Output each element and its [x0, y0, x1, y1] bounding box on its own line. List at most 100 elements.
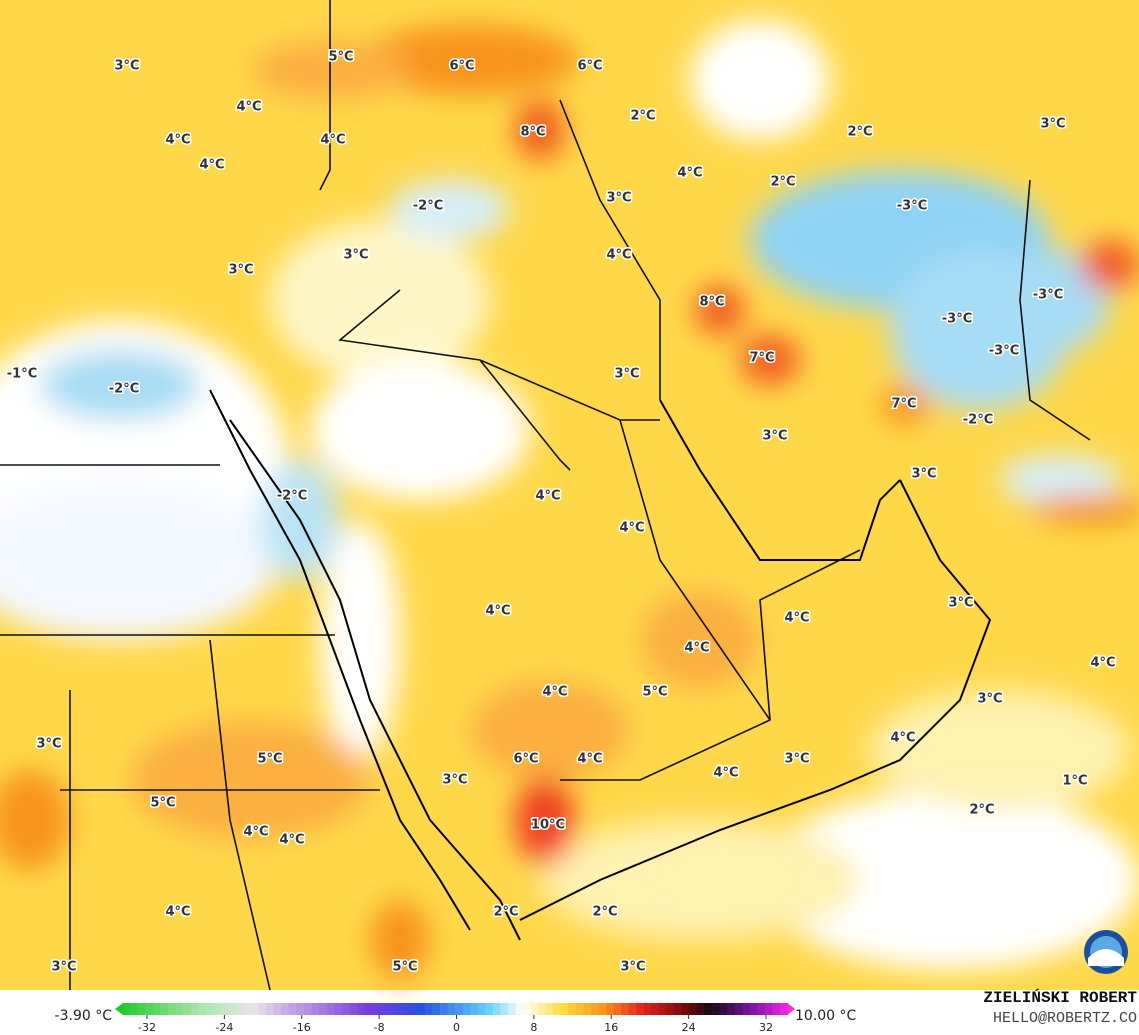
temperature-label: 3°C	[114, 59, 139, 74]
colorbar-segment	[266, 1003, 275, 1015]
colorbar-segment	[674, 1003, 683, 1015]
temperature-label: 4°C	[165, 133, 190, 148]
coastlines	[209, 389, 992, 941]
colorbar-segment	[575, 1003, 584, 1015]
colorbar-segment	[719, 1003, 728, 1015]
temperature-label: -2°C	[109, 382, 139, 397]
colorbar-segment	[417, 1003, 426, 1015]
colorbar-segment	[545, 1003, 554, 1015]
temperature-label: 4°C	[236, 100, 261, 115]
colorbar-segment	[205, 1003, 214, 1015]
colorbar-segment	[711, 1003, 720, 1015]
colorbar-segment	[500, 1003, 509, 1015]
temperature-label: 4°C	[713, 766, 738, 781]
colorbar-segment	[424, 1003, 433, 1015]
temperature-label: 4°C	[165, 905, 190, 920]
temperature-label: 6°C	[449, 59, 474, 74]
colorbar-segment	[659, 1003, 668, 1015]
colorbar-segment	[341, 1003, 350, 1015]
colorbar-segment	[507, 1003, 516, 1015]
colorbar-segment	[470, 1003, 479, 1015]
colorbar-segment	[583, 1003, 592, 1015]
colorbar-segment	[175, 1003, 184, 1015]
colorbar-segment	[757, 1003, 766, 1015]
colorbar-segment	[749, 1003, 758, 1015]
temperature-label: 3°C	[784, 752, 809, 767]
temperature-label: 4°C	[1090, 656, 1115, 671]
noaa-logo	[1084, 930, 1128, 974]
colorbar-segment	[432, 1003, 441, 1015]
colorbar-segment	[137, 1003, 146, 1015]
temperature-label: 4°C	[577, 752, 602, 767]
colorbar-segment	[409, 1003, 418, 1015]
author: ZIELIŃSKI ROBERT	[983, 988, 1137, 1007]
temperature-label: 6°C	[513, 752, 538, 767]
colorbar-tick-label: 32	[759, 1021, 773, 1034]
temperature-label: 4°C	[535, 489, 560, 504]
colorbar-segment	[228, 1003, 237, 1015]
colorbar-segment	[167, 1003, 176, 1015]
colorbar-tick-label: -8	[374, 1021, 385, 1034]
colorbar-segment	[681, 1003, 690, 1015]
colorbar-segment	[530, 1003, 539, 1015]
temperature-label: 3°C	[977, 692, 1002, 707]
colorbar-segment	[613, 1003, 622, 1015]
colorbar-tick-label: 24	[682, 1021, 696, 1034]
colorbar-segment	[439, 1003, 448, 1015]
borders	[0, 0, 1091, 991]
map: 3°C 5°C 6°C 6°C 4°C 8°C 2°C 2°C 3°C 4°C 4°C 4°C 4°C 2…	[0, 0, 1139, 991]
colorbar-segment	[772, 1003, 781, 1015]
temperature-label: 3°C	[620, 960, 645, 975]
colorbar-tick-label: 8	[530, 1021, 537, 1034]
temperature-label: 5°C	[328, 50, 353, 65]
temperature-label: 3°C	[228, 263, 253, 278]
colorbar-segment	[220, 1003, 229, 1015]
colorbar-segment	[764, 1003, 773, 1015]
temperature-label: 7°C	[749, 351, 774, 366]
temperature-label: -3°C	[897, 199, 927, 214]
colorbar-segment	[243, 1003, 252, 1015]
temperature-label: 4°C	[542, 685, 567, 700]
temperature-label: 3°C	[36, 737, 61, 752]
colorbar-segment	[364, 1003, 373, 1015]
colorbar-segment	[288, 1003, 297, 1015]
temperature-label: 4°C	[279, 833, 304, 848]
temperature-label: 4°C	[784, 611, 809, 626]
temperature-label: -3°C	[989, 344, 1019, 359]
colorbar-segment	[326, 1003, 335, 1015]
colorbar-segment	[311, 1003, 320, 1015]
temperature-label: 4°C	[677, 166, 702, 181]
colorbar-segment	[598, 1003, 607, 1015]
colorbar-segment	[651, 1003, 660, 1015]
colorbar-segment	[394, 1003, 403, 1015]
colorbar-segment	[523, 1003, 532, 1015]
colorbar-segment	[303, 1003, 312, 1015]
colorbar-end	[115, 1003, 124, 1015]
temperature-label: -2°C	[963, 413, 993, 428]
temperature-label: 3°C	[762, 429, 787, 444]
colorbar-segment	[198, 1003, 207, 1015]
colorbar: -32 -24 -16 -8 0 8 16 24 32 -3.90 °C 10.00 °C	[55, 1003, 857, 1034]
colorbar-segment	[130, 1003, 139, 1015]
temperature-label: 2°C	[630, 109, 655, 124]
colorbar-tick-label: -32	[138, 1021, 156, 1034]
temperature-label: 4°C	[243, 825, 268, 840]
colorbar-segment	[643, 1003, 652, 1015]
temperature-label: 8°C	[699, 295, 724, 310]
temperature-label: 2°C	[969, 803, 994, 818]
temperature-label: 3°C	[614, 367, 639, 382]
colorbar-segment	[122, 1003, 131, 1015]
colorbar-segment	[447, 1003, 456, 1015]
temperature-label: 5°C	[392, 960, 417, 975]
colorbar-tick-label: 16	[604, 1021, 618, 1034]
temperature-label: 6°C	[577, 59, 602, 74]
temperature-label: 2°C	[592, 905, 617, 920]
colorbar-segment	[455, 1003, 464, 1015]
colorbar-segment	[281, 1003, 290, 1015]
colorbar-min: -3.90 °C	[55, 1008, 113, 1024]
colorbar-segment	[538, 1003, 547, 1015]
temperature-label: 4°C	[619, 521, 644, 536]
temperature-label: 3°C	[948, 596, 973, 611]
colorbar-segment	[485, 1003, 494, 1015]
